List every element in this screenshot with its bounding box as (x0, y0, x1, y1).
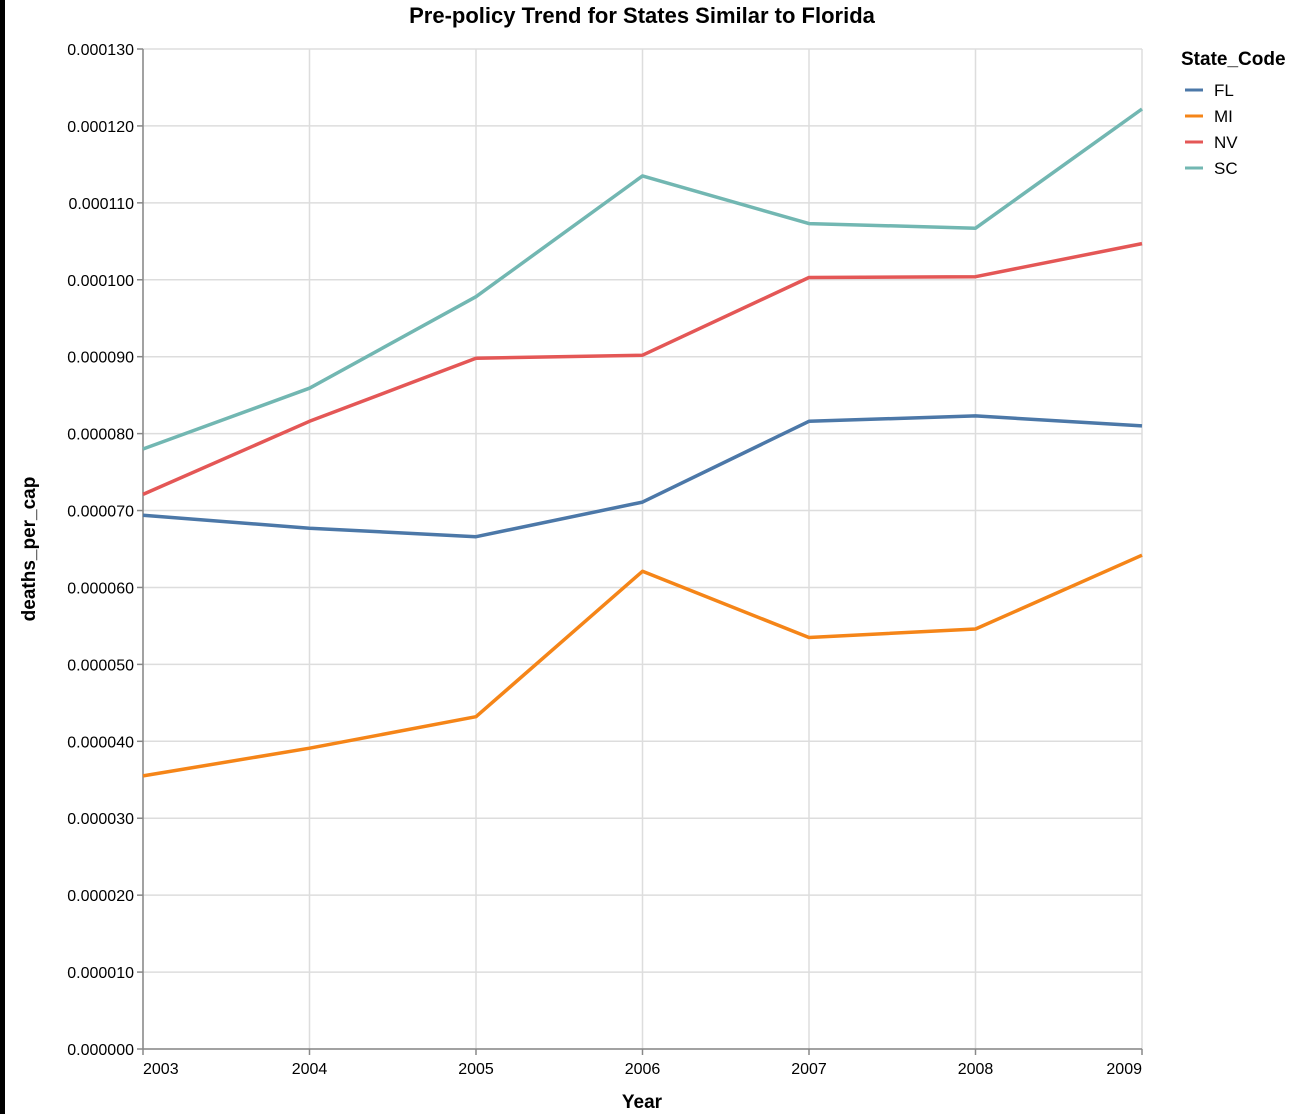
y-tick-label: 0.000060 (67, 580, 134, 597)
series-lines (142, 107, 1144, 778)
chart-title: Pre-policy Trend for States Similar to F… (409, 3, 876, 28)
y-tick-label: 0.000120 (67, 119, 134, 136)
series-line-sc (142, 107, 1144, 451)
y-tick-label: 0.000050 (67, 657, 134, 674)
x-tick-label: 2004 (292, 1061, 328, 1078)
y-tick-label: 0.000010 (67, 965, 134, 982)
y-tick-label: 0.000000 (67, 1042, 134, 1059)
y-tick-label: 0.000110 (68, 196, 134, 213)
series-line-mi (142, 553, 1143, 778)
y-tick-label: 0.000030 (67, 811, 134, 828)
legend: State_Code FL MI NV SC (1181, 49, 1286, 178)
left-edge-bar (0, 0, 5, 1114)
y-tick-label: 0.000080 (67, 427, 134, 444)
legend-title: State_Code (1181, 49, 1286, 70)
series-line-fl (142, 414, 1143, 539)
legend-label-mi: MI (1214, 107, 1233, 126)
x-axis-title: Year (622, 1092, 663, 1113)
x-tick-label: 2008 (958, 1061, 994, 1078)
legend-label-sc: SC (1214, 159, 1238, 178)
y-tick-label: 0.000130 (67, 42, 134, 59)
x-tick-label: 2003 (143, 1061, 179, 1078)
legend-label-fl: FL (1214, 81, 1234, 100)
x-tick-label: 2007 (791, 1061, 827, 1078)
series-line-nv (142, 241, 1143, 497)
y-tick-label: 0.000070 (67, 504, 134, 521)
gridlines (142, 48, 1143, 1050)
x-tick-label: 2006 (625, 1061, 661, 1078)
x-tick-label: 2009 (1106, 1061, 1142, 1078)
y-tick-label: 0.000040 (67, 734, 134, 751)
y-axis-title: deaths_per_cap (19, 477, 40, 622)
x-tick-label: 2005 (458, 1061, 494, 1078)
y-tick-label: 0.000090 (67, 350, 134, 367)
axes: 0.000000 0.000010 0.000020 0.000030 0.000040… (67, 42, 1143, 1078)
y-tick-label: 0.000100 (67, 273, 134, 290)
legend-label-nv: NV (1214, 133, 1238, 152)
y-tick-label: 0.000020 (67, 888, 134, 905)
